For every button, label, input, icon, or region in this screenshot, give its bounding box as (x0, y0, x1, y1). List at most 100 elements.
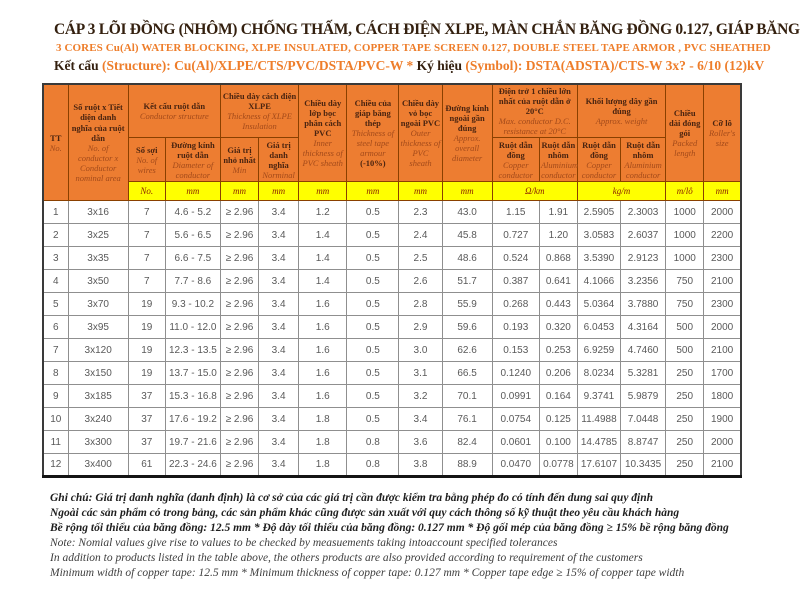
header-vi: Chiều của giáp băng thép (354, 97, 392, 129)
header-vi: Ruột dẫn nhôm (626, 139, 660, 160)
cell-inner-pvc: 1.4 (298, 223, 348, 248)
cell-conductor-diameter: 17.6 - 19.2 (164, 407, 221, 432)
cell-wires: 19 (127, 361, 166, 386)
cell-resistance-al: 0.443 (538, 292, 578, 317)
table-row: 8 3x150 19 13.7 - 15.0 ≥ 2.96 3.4 1.6 0.5 3.1 66.… (42, 361, 742, 386)
cell-overall-diameter: 59.6 (441, 315, 493, 340)
cell-resistance-cu: 0.727 (491, 223, 540, 248)
unit-cell: mm (219, 181, 260, 202)
cell-weight-cu: 6.9259 (576, 338, 622, 363)
header-vi: TT (50, 132, 62, 143)
cell-xlpe-min: ≥ 2.96 (219, 269, 260, 294)
cell-steel-tape: 0.5 (346, 407, 400, 432)
cell-overall-diameter: 76.1 (441, 407, 493, 432)
cell-weight-al: 3.7880 (620, 292, 667, 317)
cell-roller-size: 2100 (703, 453, 742, 478)
table-body: 1 3x16 7 4.6 - 5.2 ≥ 2.96 3.4 1.2 0.5 2.3 43.0 1.1… (42, 200, 742, 478)
cell-packed-length: 500 (665, 338, 705, 363)
cell-outer-pvc: 3.6 (398, 430, 443, 455)
separator-star: * (406, 58, 414, 73)
col-header-xlpe-nominal: Giá trị danh nghĩa Norminal (258, 137, 300, 183)
cell-steel-tape: 0.5 (346, 338, 400, 363)
unit-cell: mm (258, 181, 300, 202)
cell-resistance-al: 0.125 (538, 407, 578, 432)
cell-outer-pvc: 2.8 (398, 292, 443, 317)
cell-tt: 4 (42, 269, 69, 294)
cell-steel-tape: 0.5 (346, 200, 400, 225)
cell-tt: 8 (42, 361, 69, 386)
cell-roller-size: 2300 (703, 246, 742, 271)
cell-conductor-diameter: 7.7 - 8.6 (164, 269, 221, 294)
cell-steel-tape: 0.5 (346, 223, 400, 248)
col-group-conductor-structure: Kết cấu ruột dẫn Conductor structure (127, 83, 221, 139)
header-en: Copper conductor (581, 159, 617, 180)
header-vi: Số sợi (136, 144, 158, 155)
header-vi: Đường kính ruột dẫn (171, 139, 215, 160)
cell-weight-cu: 3.0583 (576, 223, 622, 248)
cell-inner-pvc: 1.8 (298, 430, 348, 455)
cell-outer-pvc: 2.9 (398, 315, 443, 340)
unit-cell: No. (127, 181, 166, 202)
col-header-xlpe-min: Giá trị nhỏ nhất Min (219, 137, 260, 183)
symbol-value: (Symbol): DSTA(ADSTA)/CTS-W 3x? - 6/10 (… (465, 58, 765, 73)
cell-weight-cu: 17.6107 (576, 453, 622, 478)
table-row: 5 3x70 19 9.3 - 10.2 ≥ 2.96 3.4 1.6 0.5 2.8 55.9 0… (42, 292, 742, 317)
cell-overall-diameter: 55.9 (441, 292, 493, 317)
col-header-tt: TT No. (42, 83, 69, 202)
cell-resistance-cu: 0.0470 (491, 453, 540, 478)
cell-weight-al: 2.3003 (620, 200, 667, 225)
cell-roller-size: 1800 (703, 384, 742, 409)
header-vi: Điện trở 1 chiều lớn nhất của ruột dẫn ở… (498, 86, 571, 117)
cell-resistance-al: 0.868 (538, 246, 578, 271)
cell-xlpe-min: ≥ 2.96 (219, 200, 260, 225)
cell-weight-cu: 3.5390 (576, 246, 622, 271)
header-en: Norminal (262, 169, 295, 180)
cell-weight-al: 4.7460 (620, 338, 667, 363)
col-header-roller-size: Cỡ lô Roller's size (703, 83, 742, 183)
cell-inner-pvc: 1.8 (298, 407, 348, 432)
header-en: No. of wires (136, 154, 158, 175)
header-en: Packed length (672, 138, 698, 159)
footnotes: Ghi chú: Giá trị danh nghĩa (danh định) … (50, 491, 800, 581)
cell-conductor-diameter: 13.7 - 15.0 (164, 361, 221, 386)
cell-weight-cu: 14.4785 (576, 430, 622, 455)
header-vi: Kết cấu ruột dẫn (143, 101, 206, 112)
cell-roller-size: 2100 (703, 338, 742, 363)
unit-cell: mm (398, 181, 443, 202)
cell-size: 3x150 (67, 361, 129, 386)
cell-wires: 19 (127, 292, 166, 317)
cell-steel-tape: 0.5 (346, 292, 400, 317)
header-vi: Đường kính ngoài gần đúng (445, 102, 489, 134)
cell-size: 3x240 (67, 407, 129, 432)
cell-resistance-cu: 0.153 (491, 338, 540, 363)
cell-weight-al: 5.3281 (620, 361, 667, 386)
cell-outer-pvc: 3.1 (398, 361, 443, 386)
cell-xlpe-nominal: 3.4 (258, 407, 300, 432)
cell-resistance-cu: 0.0601 (491, 430, 540, 455)
cell-packed-length: 250 (665, 361, 705, 386)
cell-wires: 37 (127, 407, 166, 432)
cell-inner-pvc: 1.4 (298, 246, 348, 271)
cell-tt: 6 (42, 315, 69, 340)
cell-steel-tape: 0.8 (346, 453, 400, 478)
header-en: Thickness of XLPE Insulation (227, 111, 292, 132)
cell-weight-al: 5.9879 (620, 384, 667, 409)
cell-resistance-al: 0.320 (538, 315, 578, 340)
cell-size: 3x120 (67, 338, 129, 363)
cell-size: 3x70 (67, 292, 129, 317)
header-en: Approx. weight (595, 116, 648, 127)
header-en: Approx. overall diameter (452, 133, 483, 164)
cell-size: 3x185 (67, 384, 129, 409)
structure-symbol-line: Kết cấu (Structure): Cu(Al)/XLPE/CTS/PVC… (54, 58, 800, 74)
table-row: 2 3x25 7 5.6 - 6.5 ≥ 2.96 3.4 1.4 0.5 2.4 45.8 0.7… (42, 223, 742, 248)
cell-weight-cu: 2.5905 (576, 200, 622, 225)
cell-inner-pvc: 1.2 (298, 200, 348, 225)
header-en: Outer thickness of PVC sheath (400, 128, 441, 169)
header-en: Copper conductor (498, 159, 533, 180)
cell-weight-al: 2.9123 (620, 246, 667, 271)
col-group-approx-weight: Khối lượng dây gần đúng Approx. weight (576, 83, 667, 139)
col-group-dc-resistance: Điện trở 1 chiều lớn nhất của ruột dẫn ở… (491, 83, 578, 139)
cell-weight-al: 3.2356 (620, 269, 667, 294)
cell-weight-cu: 9.3741 (576, 384, 622, 409)
